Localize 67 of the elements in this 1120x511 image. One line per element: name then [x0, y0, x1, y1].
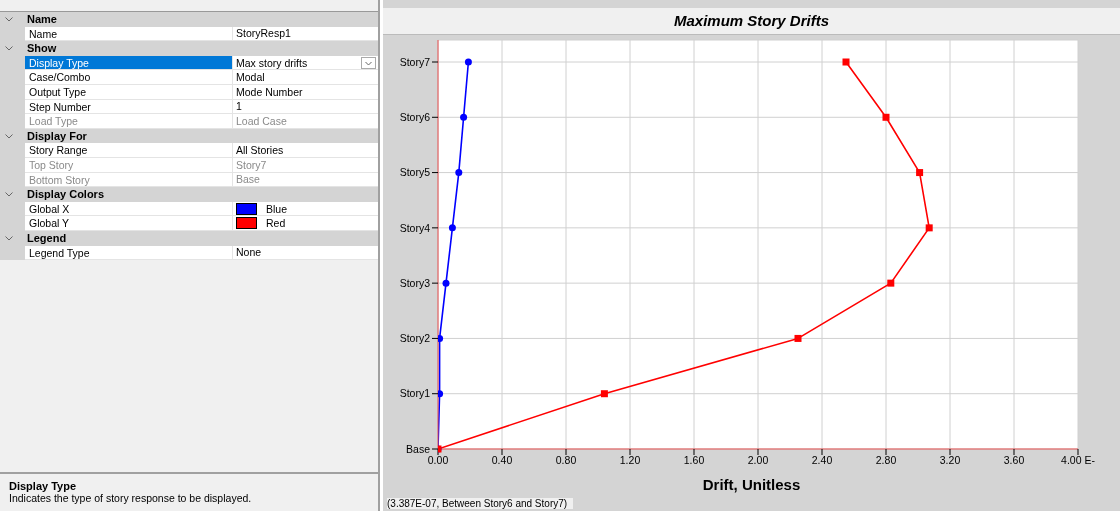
point: [464, 58, 472, 66]
text: Name: [27, 13, 57, 26]
text: Load Type: [25, 114, 233, 129]
text: Story7: [236, 158, 267, 171]
y-tick-label: Base: [406, 442, 431, 455]
point: [794, 334, 802, 342]
point: [438, 390, 444, 398]
text: Story Range: [25, 143, 233, 158]
point: [600, 390, 608, 398]
y-tick-label: Story4: [399, 221, 431, 234]
text: Global Y: [25, 216, 233, 231]
text: Step Number: [25, 99, 233, 115]
text: None: [236, 246, 262, 259]
text: Blue: [266, 202, 288, 215]
x-tick-label: 3.60: [1003, 454, 1025, 467]
point: [438, 334, 444, 342]
text: Display Type: [9, 480, 78, 492]
text: Max story drifts: [236, 56, 308, 69]
text: Global X: [25, 201, 233, 217]
text: Display Type: [25, 55, 233, 71]
text: Indicates the type of story response to be displayed.: [9, 492, 253, 504]
text: Legend: [27, 232, 67, 245]
x-tick-label: 2.00: [747, 454, 769, 467]
text: (3.387E-07, Between Story6 and Story7): [387, 498, 574, 509]
x-tick-label: 3.20: [939, 454, 961, 467]
y-tick-label: Story5: [399, 166, 431, 179]
text: Show: [27, 42, 57, 55]
text: Name: [25, 26, 233, 42]
x-tick-label: 0.80: [555, 454, 577, 467]
text: 1: [236, 100, 242, 113]
y-tick-label: Story6: [399, 111, 431, 124]
text: Top Story: [25, 157, 233, 173]
text: Base: [236, 173, 260, 186]
text: Display Colors: [27, 188, 105, 201]
text: All Stories: [236, 144, 284, 157]
point: [916, 169, 924, 177]
x-axis-title: Drift, Unitless: [701, 476, 802, 493]
text: Red: [266, 217, 286, 230]
text: Case/Combo: [25, 70, 233, 85]
text: Modal: [236, 71, 265, 84]
x-tick-label: 0.40: [491, 454, 513, 467]
x-tick-label: 1.20: [619, 454, 641, 467]
y-tick-label: Story1: [399, 387, 431, 400]
text: StoryResp1: [236, 27, 291, 40]
x-tick-label: 0.00: [427, 454, 449, 467]
x-tick-label: 1.60: [683, 454, 705, 467]
point: [460, 113, 468, 121]
point: [442, 279, 450, 287]
chart-title: Maximum Story Drifts: [383, 8, 1120, 35]
point: [925, 224, 933, 232]
text: Load Case: [236, 114, 287, 127]
y-tick-label: Story2: [399, 332, 431, 345]
text: Mode Number: [236, 85, 303, 98]
text: Display For: [27, 130, 87, 143]
point: [887, 279, 895, 287]
text: Bottom Story: [25, 172, 233, 188]
point: [842, 58, 850, 66]
point: [455, 169, 463, 177]
point: [882, 113, 890, 121]
text: Legend Type: [25, 245, 233, 261]
x-tick-label: 2.80: [875, 454, 897, 467]
x-tick-label: 4.00 E-: [1061, 454, 1096, 467]
x-tick-label: 2.40: [811, 454, 833, 467]
y-tick-label: Story7: [399, 55, 431, 68]
y-tick-label: Story3: [399, 276, 431, 289]
text: Output Type: [25, 84, 233, 100]
point: [448, 224, 456, 232]
